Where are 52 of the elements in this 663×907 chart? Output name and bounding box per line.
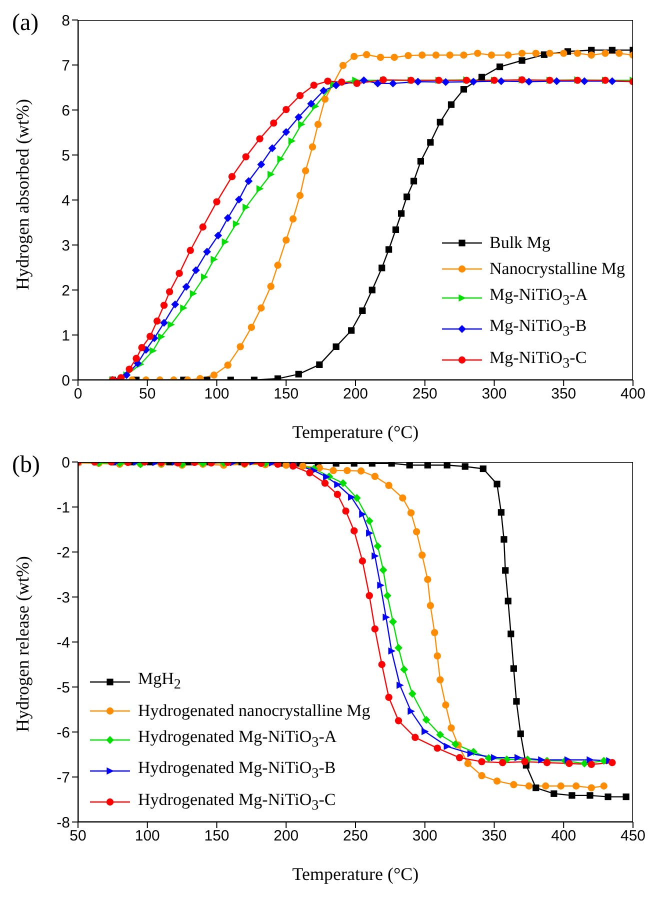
y-tick-label: 6	[62, 102, 70, 120]
legend-label: Mg-NiTiO$_{3}$-B	[490, 315, 587, 342]
y-tick-label: -5	[56, 679, 70, 696]
y-tick-label: -1	[56, 499, 70, 516]
x-tick-label: 200	[342, 386, 368, 403]
y-tick-label: -2	[56, 544, 70, 562]
y-axis-title: Hydrogen release (wt%)	[12, 556, 32, 732]
x-tick-label: 300	[482, 386, 507, 403]
x-tick-label: 200	[274, 828, 299, 845]
legend-label: Bulk Mg	[490, 232, 550, 254]
x-tick-label: 400	[551, 828, 576, 845]
legend-label: MgH$_{2}$	[138, 668, 181, 695]
legend-label: Hydrogenated Mg-NiTiO$_{3}$-B	[138, 757, 336, 784]
x-tick-label: 250	[342, 828, 368, 845]
x-tick-label: 50	[70, 828, 86, 845]
y-tick-label: 4	[62, 192, 70, 210]
x-tick-label: 100	[134, 828, 160, 845]
x-axis-title: Temperature (°C)	[292, 422, 419, 442]
legend-label: Nanocrystalline Mg	[490, 258, 625, 280]
y-tick-label: 5	[62, 147, 70, 164]
legend-label: Hydrogenated Mg-NiTiO$_{3}$-A	[138, 726, 337, 752]
y-tick-label: 3	[62, 237, 70, 254]
y-tick-label: 0	[62, 372, 70, 390]
x-tick-label: 150	[204, 828, 230, 845]
legend-label: Mg-NiTiO$_{3}$-C	[490, 346, 587, 373]
legend-label: Mg-NiTiO$_{3}$-A	[490, 284, 588, 310]
x-tick-label: 150	[274, 386, 299, 403]
x-tick-label: 0	[74, 386, 82, 403]
y-tick-label: -3	[56, 589, 70, 606]
x-tick-label: 350	[482, 828, 507, 845]
y-tick-label: 8	[62, 12, 70, 30]
x-tick-label: 300	[412, 828, 438, 845]
x-tick-label: 250	[412, 386, 438, 403]
x-tick-label: 350	[551, 386, 576, 403]
y-tick-label: 1	[62, 327, 70, 344]
x-tick-label: 400	[620, 386, 646, 403]
text: (a)	[12, 10, 39, 37]
text: (b)	[12, 452, 40, 479]
y-axis-title: Hydrogen absorbed (wt%)	[12, 99, 32, 290]
legend-label: Hydrogenated Mg-NiTiO$_{3}$-C	[138, 788, 336, 815]
x-tick-label: 50	[139, 386, 156, 403]
y-tick-label: -6	[56, 724, 70, 742]
x-axis-title: Temperature (°C)	[292, 864, 419, 884]
y-tick-label: -8	[56, 814, 70, 832]
x-tick-label: 450	[620, 828, 646, 845]
legend-label: Hydrogenated nanocrystalline Mg	[138, 700, 370, 722]
y-tick-label: 0	[62, 454, 70, 472]
y-tick-label: -4	[56, 634, 70, 652]
y-tick-label: -7	[56, 769, 70, 786]
y-tick-label: 2	[62, 282, 70, 300]
y-tick-label: 7	[62, 57, 70, 74]
x-tick-label: 100	[204, 386, 230, 403]
